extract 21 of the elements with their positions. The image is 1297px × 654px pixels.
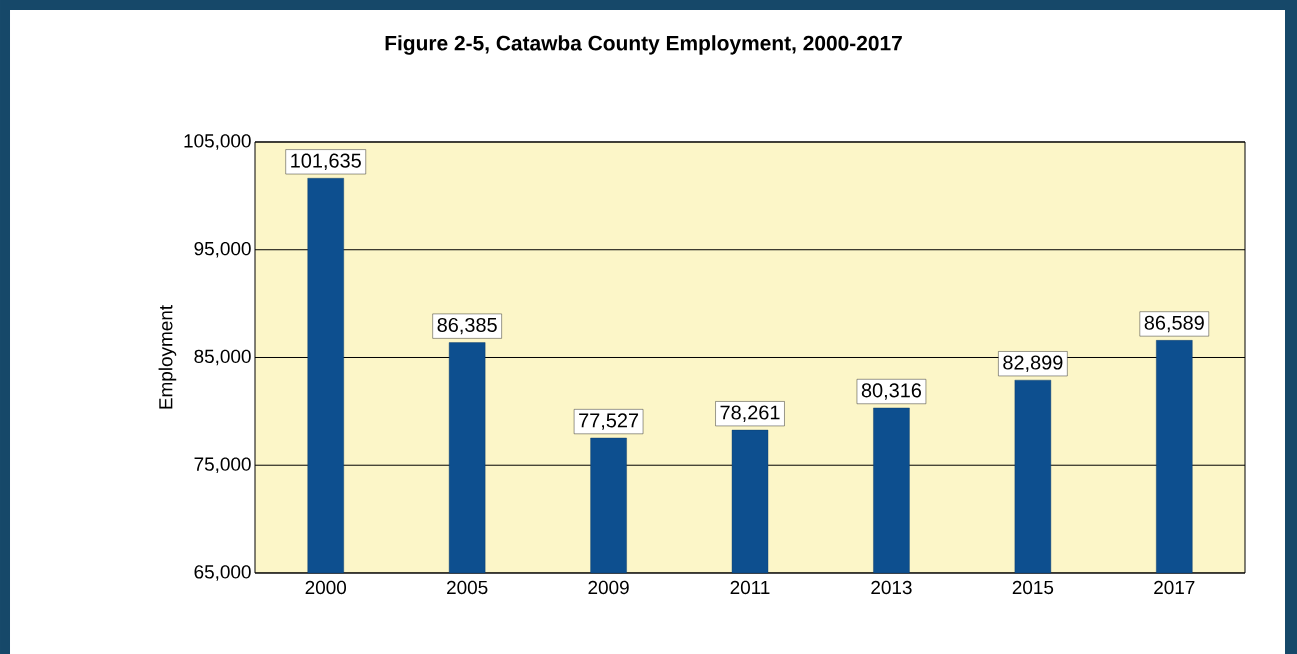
x-tick-label: 2011 [730, 580, 770, 595]
data-label: 101,635 [291, 153, 361, 171]
data-label: 80,316 [861, 383, 922, 400]
x-tick-label: 2017 [1154, 580, 1195, 595]
y-tick-label: 105,000 [184, 134, 251, 150]
chart-title: Figure 2-5, Catawba County Employment, 2000-2017 [385, 35, 902, 55]
x-tick-label: 2009 [588, 580, 629, 595]
data-label: 78,261 [720, 405, 780, 422]
data-label: 77,527 [579, 413, 639, 430]
data-label: 86,385 [437, 317, 497, 335]
y-tick-label: 95,000 [194, 241, 251, 258]
x-tick-label: 2015 [1012, 580, 1054, 595]
data-label: 86,589 [1144, 315, 1204, 333]
y-tick-label: 75,000 [194, 457, 251, 474]
y-tick-label: 85,000 [194, 349, 251, 366]
x-tick-label: 2013 [871, 580, 912, 595]
y-tick-label: 65,000 [194, 565, 251, 581]
x-tick-label: 2000 [305, 580, 347, 595]
x-tick-label: 2005 [447, 580, 488, 595]
data-label: 82,899 [1003, 355, 1063, 372]
y-axis-title: Employment [158, 305, 177, 409]
